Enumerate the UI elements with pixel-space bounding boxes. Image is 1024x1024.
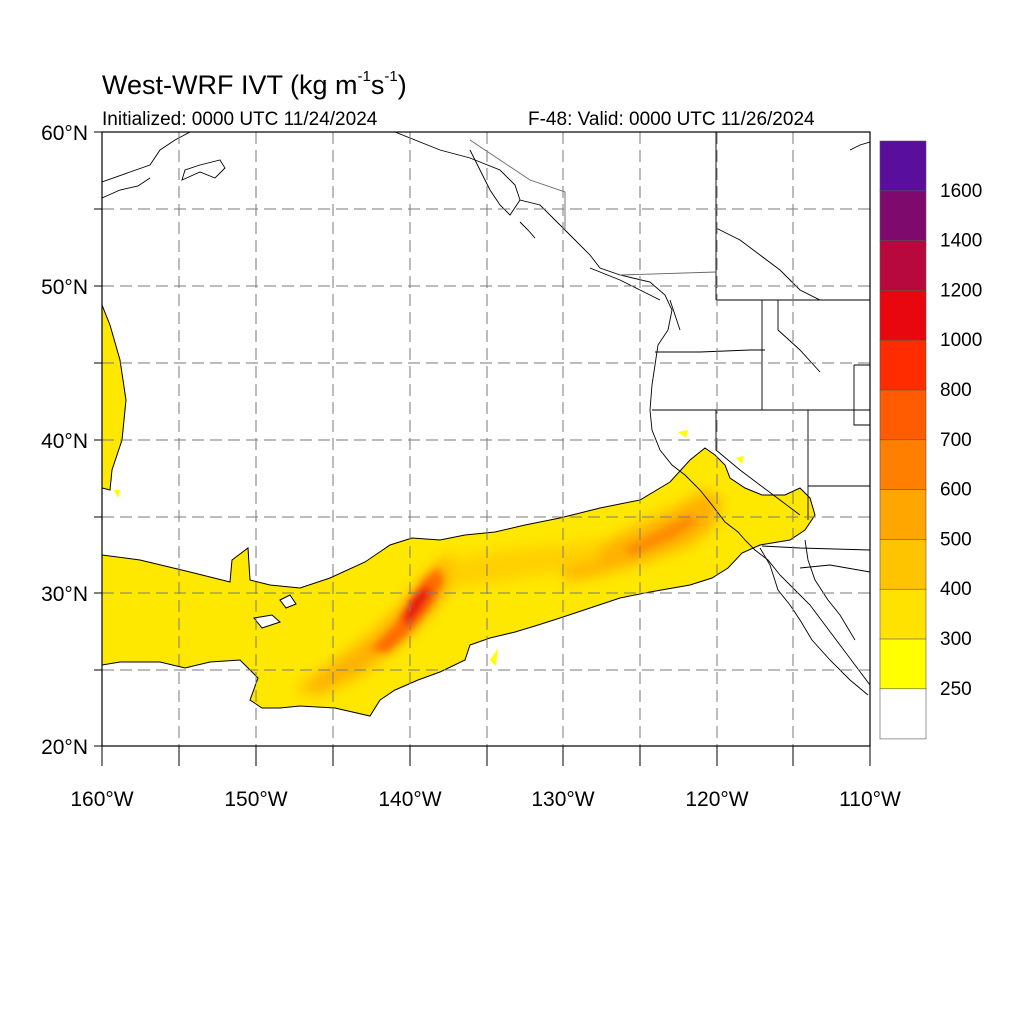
lon-label-130w: 130°W — [531, 788, 594, 811]
map-frame — [101, 131, 871, 747]
ivt-small-blob-3 — [736, 456, 744, 464]
valid-time-label: F-48: Valid: 0000 UTC 11/26/2024 — [528, 109, 815, 130]
colorbar-label: 600 — [940, 480, 972, 501]
colorbar-label: 1000 — [940, 330, 982, 351]
colorbar-swatch — [879, 290, 927, 341]
ivt-plume — [102, 304, 816, 717]
colorbar-swatch — [879, 240, 927, 292]
lat-label-60n: 60°N — [41, 122, 88, 145]
colorbar-swatch — [879, 489, 927, 541]
ivt-orange-east-peak — [625, 515, 698, 556]
lon-label-120w: 120°W — [685, 788, 748, 811]
init-time-label: Initialized: 0000 UTC 11/24/2024 — [102, 109, 378, 130]
lat-label-30n: 30°N — [41, 583, 88, 606]
lat-label-50n: 50°N — [41, 276, 88, 299]
colorbar-swatch — [879, 588, 927, 640]
ivt-yellow-mid — [445, 540, 600, 590]
colorbar-swatch — [879, 539, 927, 590]
colorbar-swatch — [879, 688, 927, 740]
lon-label-150w: 150°W — [224, 788, 287, 811]
ivt-red-core-peak — [402, 585, 432, 626]
colorbar: 1600 1400 1200 1000 800 700 600 500 400 300 250 — [879, 140, 982, 740]
ivt-plume-island-hole-1 — [253, 614, 281, 629]
colorbar-swatch — [879, 439, 927, 491]
colorbar-label: 700 — [940, 430, 972, 451]
lat-label-40n: 40°N — [41, 430, 88, 453]
lon-labels: 160°W 150°W 140°W 130°W 120°W 110°W — [70, 788, 901, 811]
map-title: West-WRF IVT (kg m-1s-1) — [102, 68, 407, 100]
ivt-plume-west-lobe — [102, 304, 127, 491]
axis-ticks — [94, 131, 871, 766]
lon-label-160w: 160°W — [70, 788, 133, 811]
lon-label-140w: 140°W — [378, 788, 441, 811]
ivt-orange-core-east — [560, 490, 722, 582]
graticule — [102, 132, 870, 746]
ivt-small-blob-4 — [114, 490, 120, 498]
ivt-small-blob-2 — [678, 430, 688, 438]
lat-label-20n: 20°N — [41, 736, 88, 759]
colorbar-label: 1600 — [940, 181, 982, 202]
colorbar-swatch — [879, 190, 927, 242]
colorbar-swatch — [879, 140, 927, 192]
ivt-small-blob-1 — [490, 648, 498, 666]
colorbar-swatch — [879, 638, 927, 690]
colorbar-label: 250 — [940, 679, 972, 700]
colorbar-label: 300 — [940, 629, 972, 650]
lon-label-110w: 110°W — [839, 788, 901, 811]
colorbar-label: 1400 — [940, 231, 982, 252]
country-border — [469, 139, 717, 276]
colorbar-label: 500 — [940, 529, 972, 550]
colorbar-swatch — [879, 389, 927, 441]
colorbar-label: 1200 — [940, 280, 982, 301]
colorbar-swatch — [879, 339, 927, 391]
ivt-plume-island-hole-2 — [279, 594, 297, 609]
colorbar-label: 800 — [940, 380, 972, 401]
colorbar-label: 400 — [940, 579, 972, 600]
lat-labels: 60°N 50°N 40°N 30°N 20°N — [41, 122, 88, 759]
